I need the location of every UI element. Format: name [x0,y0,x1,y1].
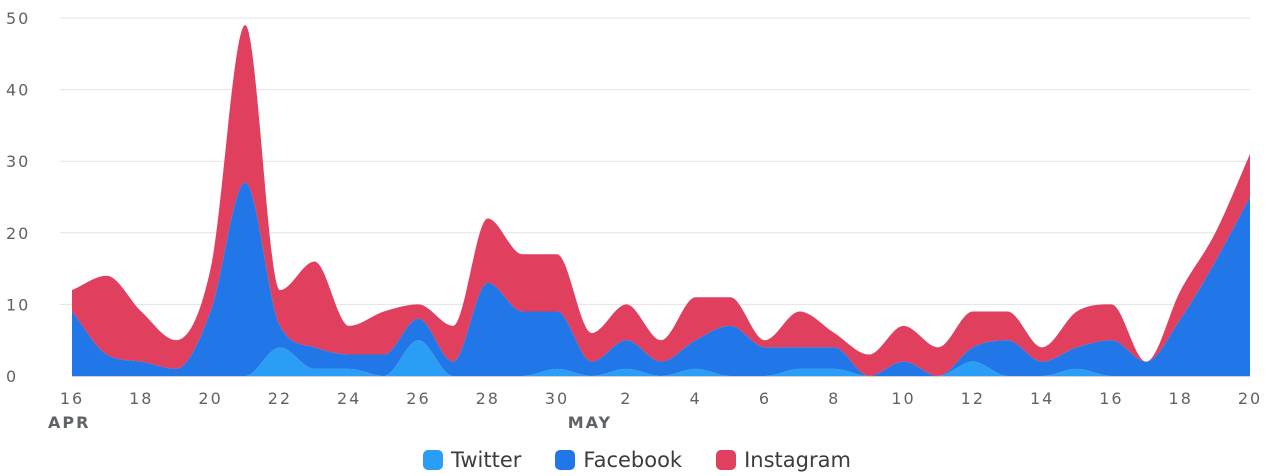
x-tick-label: 16 [1099,389,1123,408]
y-tick-label: 0 [6,367,18,386]
x-tick-label: 16 [60,389,84,408]
legend-swatch-twitter [423,450,444,470]
y-tick-label: 10 [6,295,30,314]
x-tick-label: 28 [476,389,500,408]
x-tick-label: 4 [690,389,702,408]
month-label: APR [48,413,90,432]
area-facebook[interactable] [72,182,1250,376]
x-tick-label: 20 [1238,389,1262,408]
area-instagram[interactable] [72,25,1250,376]
x-tick-label: 18 [1169,389,1193,408]
x-tick-label: 2 [620,389,632,408]
legend-label-facebook: Facebook [583,448,683,472]
legend-item-instagram[interactable]: Instagram [716,448,851,472]
legend-label-instagram: Instagram [744,448,851,472]
x-tick-label: 24 [337,389,361,408]
y-tick-label: 40 [6,81,30,100]
legend-swatch-instagram [716,450,737,470]
y-tick-label: 20 [6,224,30,243]
x-tick-label: 8 [828,389,840,408]
legend-item-facebook[interactable]: Facebook [555,448,682,472]
x-tick-label: 26 [406,389,430,408]
x-tick-label: 20 [198,389,222,408]
legend-item-twitter[interactable]: Twitter [423,448,521,472]
x-tick-label: 30 [545,389,569,408]
x-tick-label: 18 [129,389,153,408]
month-label: MAY [568,413,612,432]
legend-swatch-facebook [555,450,576,470]
x-tick-label: 6 [759,389,771,408]
chart-legend: Twitter Facebook Instagram [0,448,1274,472]
x-tick-label: 14 [1030,389,1054,408]
legend-label-twitter: Twitter [451,448,522,472]
x-tick-label: 22 [268,389,292,408]
y-tick-label: 30 [6,152,30,171]
y-tick-label: 50 [6,9,30,28]
x-tick-label: 12 [961,389,985,408]
x-tick-label: 10 [891,389,915,408]
